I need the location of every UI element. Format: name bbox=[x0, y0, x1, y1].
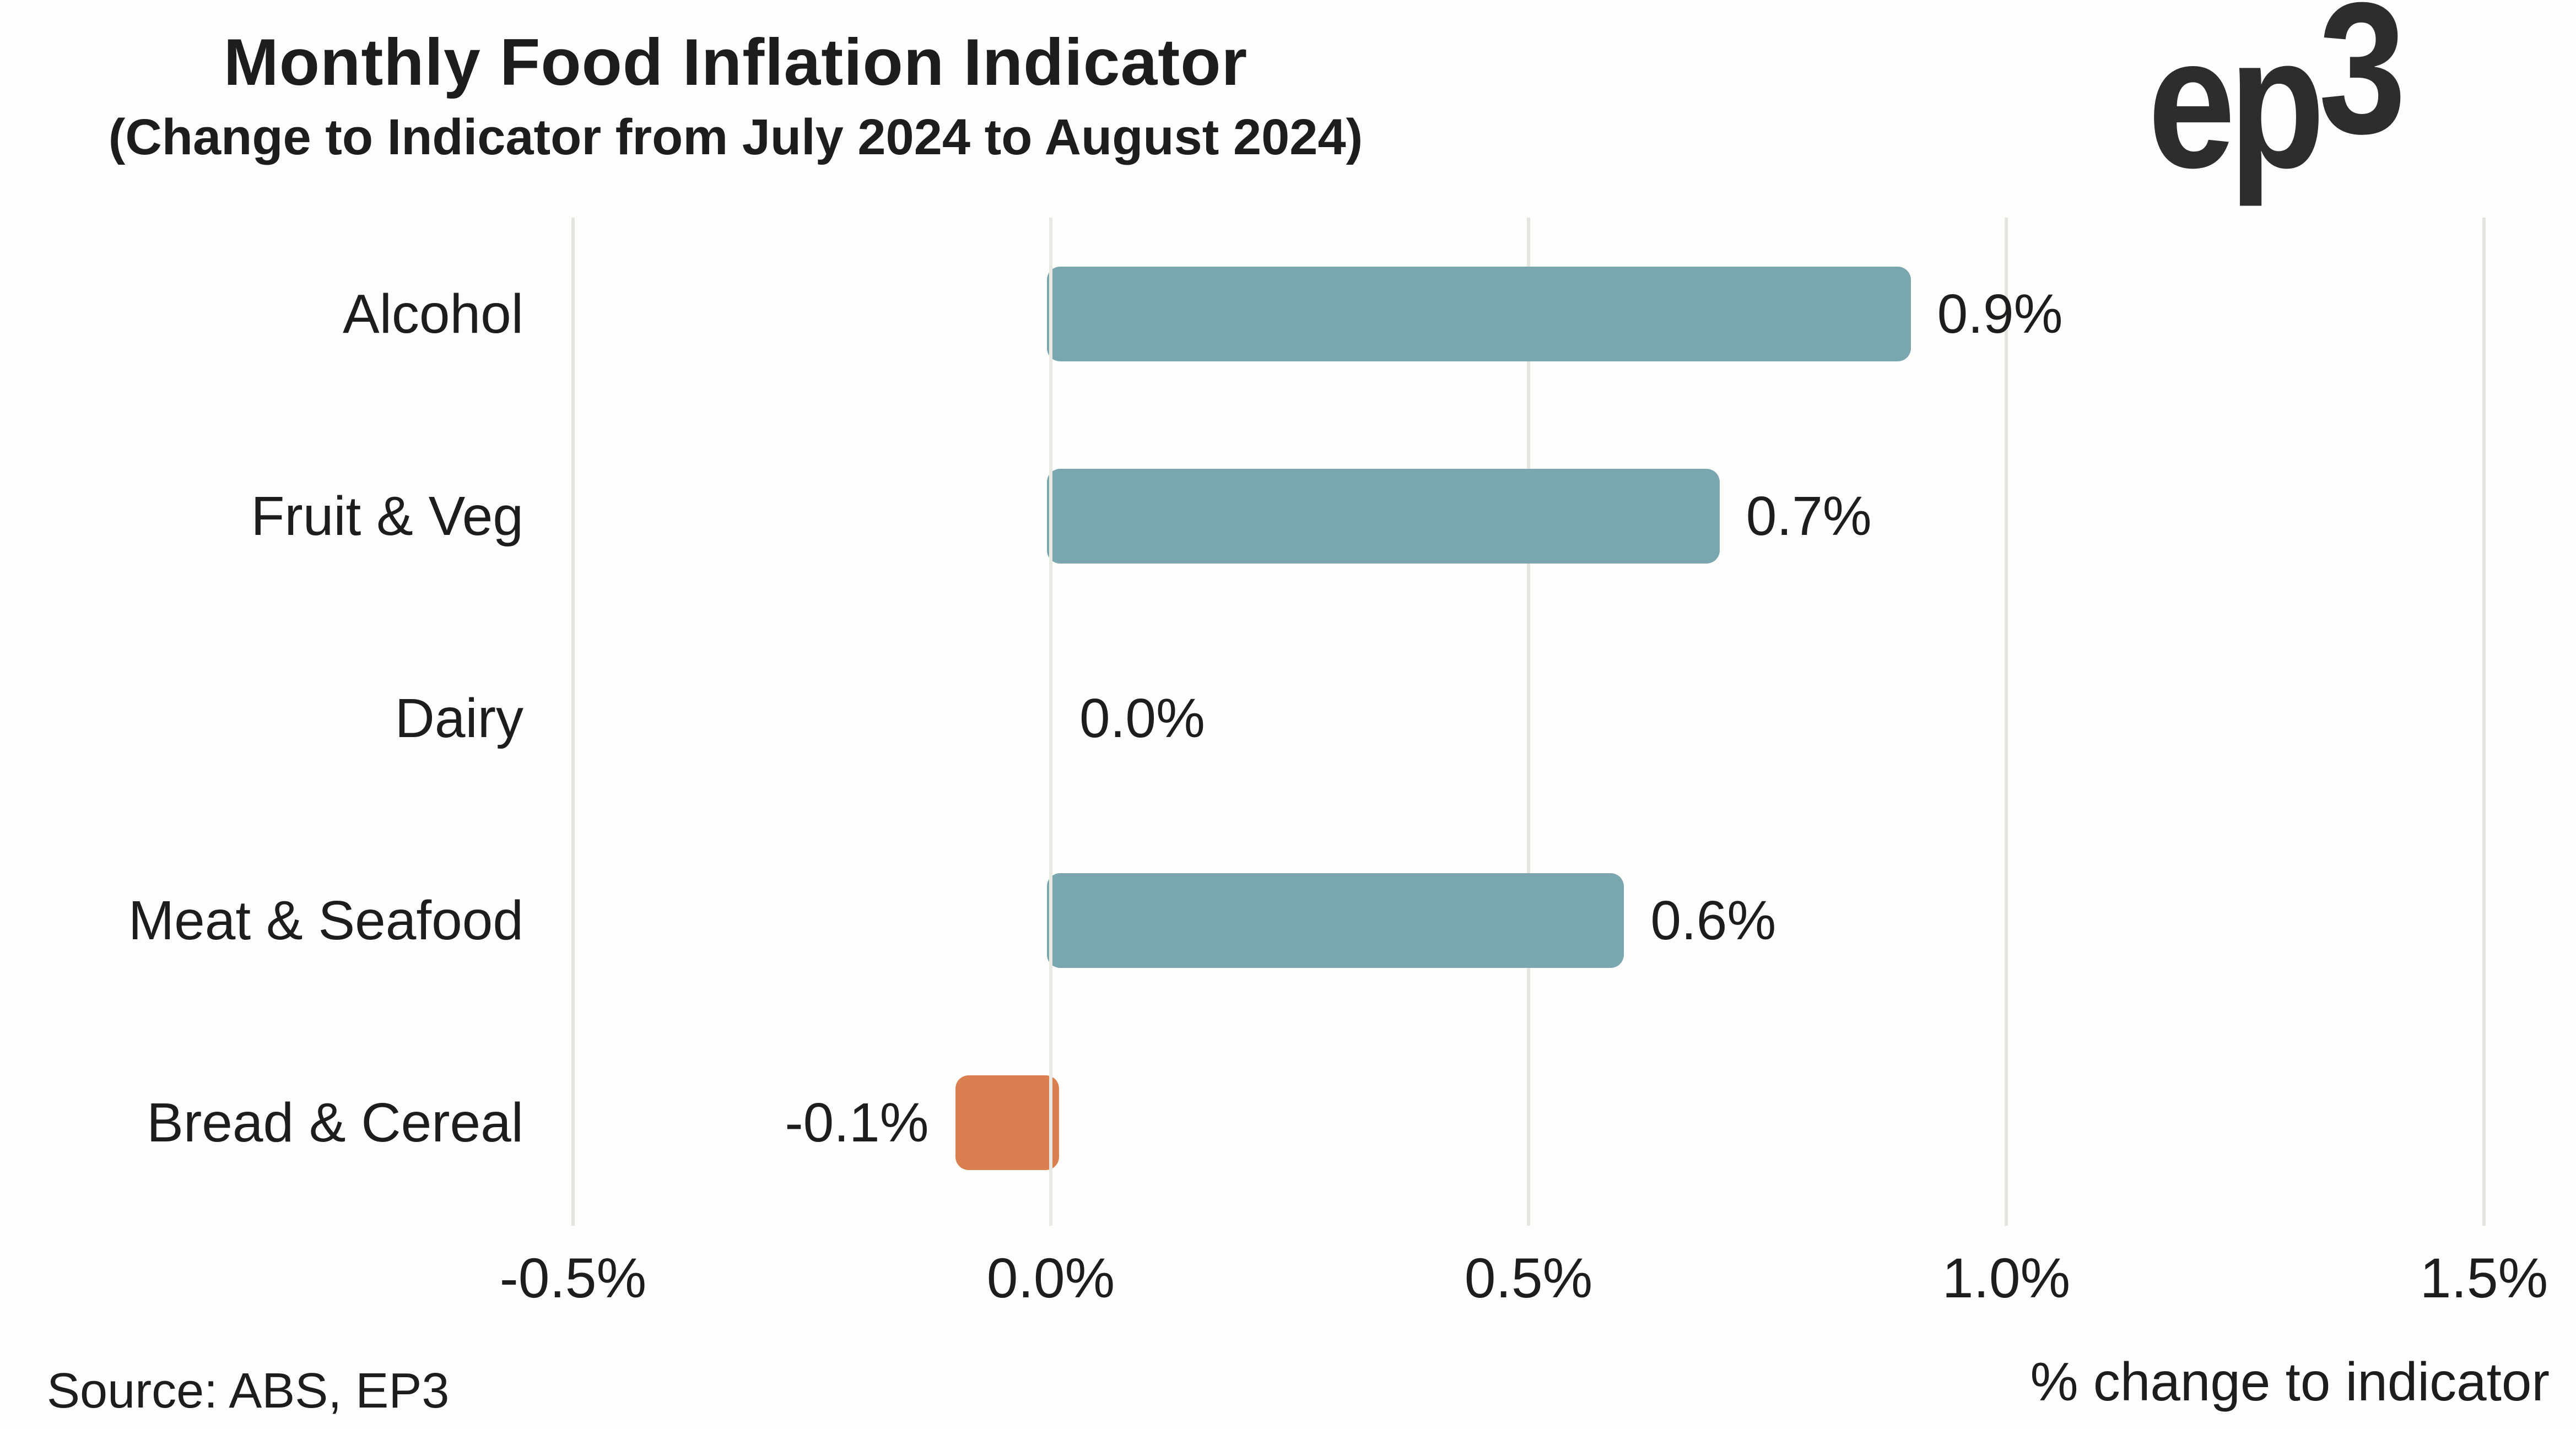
source-note: Source: ABS, EP3 bbox=[47, 1363, 450, 1419]
value-label-dairy: 0.0% bbox=[1079, 688, 1205, 749]
bar-alcohol bbox=[1047, 267, 1911, 361]
bar-fruit-veg bbox=[1047, 469, 1720, 564]
zero-line bbox=[1049, 218, 1052, 1226]
x-tick-label-1.5: 1.5% bbox=[2420, 1247, 2548, 1309]
gridline--0.5 bbox=[571, 218, 575, 1226]
ep3-logo-three: 3 bbox=[2318, 0, 2406, 173]
gridline-1.0 bbox=[2005, 218, 2008, 1226]
category-label-dairy: Dairy bbox=[395, 688, 523, 749]
category-label-alcohol: Alcohol bbox=[343, 283, 523, 345]
chart-title: Monthly Food Inflation Indicator bbox=[223, 25, 1248, 99]
value-label-meat-seafood: 0.6% bbox=[1650, 890, 1776, 951]
x-axis-title: % change to indicator bbox=[2030, 1351, 2550, 1412]
category-label-fruit-veg: Fruit & Veg bbox=[251, 485, 523, 547]
ep3-logo-ep: ep bbox=[2148, 0, 2325, 207]
x-tick-label-0.5: 0.5% bbox=[1464, 1247, 1593, 1309]
title-block: Monthly Food Inflation Indicator (Change… bbox=[0, 21, 1471, 167]
gridline-0.5 bbox=[1527, 218, 1530, 1226]
ep3-logo: ep3 bbox=[2148, 0, 2406, 196]
value-label-alcohol: 0.9% bbox=[1937, 283, 2063, 345]
value-label-fruit-veg: 0.7% bbox=[1746, 485, 1872, 547]
gridline-1.5 bbox=[2482, 218, 2486, 1226]
x-tick-label-1.0: 1.0% bbox=[1942, 1247, 2071, 1309]
value-label-bread-cereal: -0.1% bbox=[785, 1092, 929, 1154]
category-label-bread-cereal: Bread & Cereal bbox=[147, 1092, 523, 1154]
x-tick-label--0.5: -0.5% bbox=[499, 1247, 647, 1309]
bar-meat-seafood bbox=[1047, 873, 1624, 968]
category-label-meat-seafood: Meat & Seafood bbox=[128, 890, 523, 951]
chart-subtitle: (Change to Indicator from July 2024 to A… bbox=[108, 109, 1363, 165]
bar-bread-cereal bbox=[955, 1075, 1059, 1170]
x-tick-label-0.0: 0.0% bbox=[986, 1247, 1115, 1309]
